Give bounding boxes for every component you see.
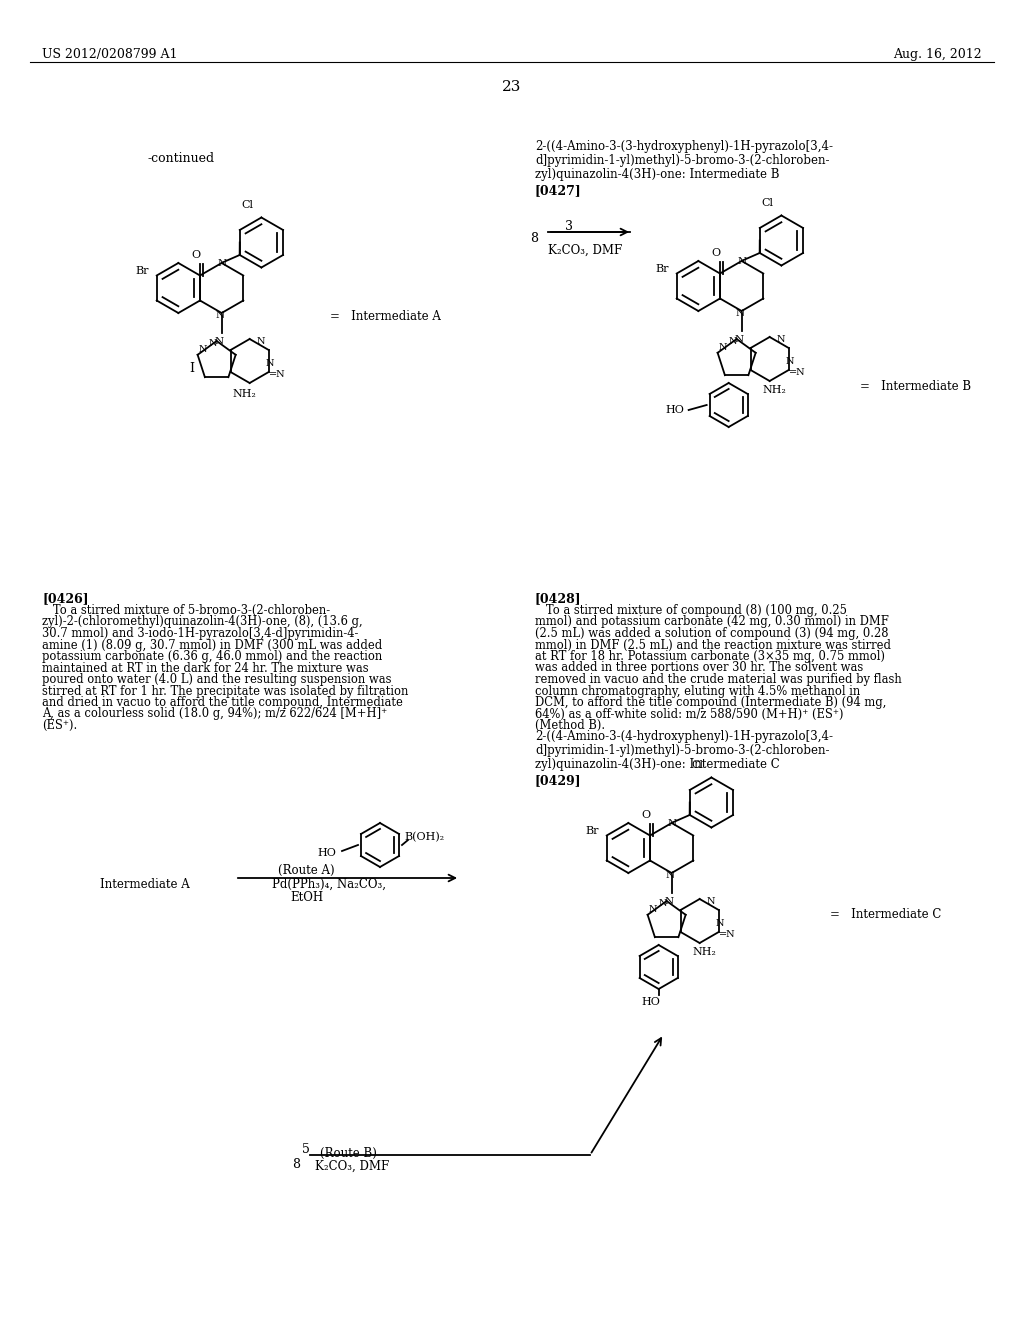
Text: Aug. 16, 2012: Aug. 16, 2012 [893, 48, 982, 61]
Text: was added in three portions over 30 hr. The solvent was: was added in three portions over 30 hr. … [535, 661, 863, 675]
Text: maintained at RT in the dark for 24 hr. The mixture was: maintained at RT in the dark for 24 hr. … [42, 661, 369, 675]
Text: N: N [648, 904, 657, 913]
Text: O: O [641, 810, 650, 821]
Text: 3: 3 [565, 220, 573, 234]
Text: To a stirred mixture of compound (8) (100 mg, 0.25: To a stirred mixture of compound (8) (10… [535, 605, 847, 616]
Text: d]pyrimidin-1-yl)methyl)-5-bromo-3-(2-chloroben-: d]pyrimidin-1-yl)methyl)-5-bromo-3-(2-ch… [535, 744, 829, 756]
Text: [0429]: [0429] [535, 774, 582, 787]
Text: DCM, to afford the title compound (Intermediate B) (94 mg,: DCM, to afford the title compound (Inter… [535, 696, 887, 709]
Text: (Route B): (Route B) [319, 1147, 377, 1160]
Text: (2.5 mL) was added a solution of compound (3) (94 mg, 0.28: (2.5 mL) was added a solution of compoun… [535, 627, 889, 640]
Text: d]pyrimidin-1-yl)methyl)-5-bromo-3-(2-chloroben-: d]pyrimidin-1-yl)methyl)-5-bromo-3-(2-ch… [535, 154, 829, 168]
Text: 5: 5 [302, 1143, 310, 1156]
Text: NH₂: NH₂ [692, 946, 717, 957]
Text: Br: Br [135, 267, 148, 276]
Text: zyl)quinazolin-4(3H)-one: Intermediate C: zyl)quinazolin-4(3H)-one: Intermediate C [535, 758, 779, 771]
Text: column chromatography, eluting with 4.5% methanol in: column chromatography, eluting with 4.5%… [535, 685, 860, 697]
Text: =N: =N [790, 368, 806, 376]
Text: NH₂: NH₂ [763, 385, 786, 395]
Text: (ES⁺).: (ES⁺). [42, 719, 77, 733]
Text: =   Intermediate C: = Intermediate C [830, 908, 941, 921]
Text: I: I [189, 363, 195, 375]
Text: N: N [735, 309, 744, 318]
Text: Cl: Cl [242, 201, 254, 210]
Text: =   Intermediate A: = Intermediate A [330, 310, 441, 323]
Text: 64%) as a off-white solid: m/z 588/590 (M+H)⁺ (ES⁺): 64%) as a off-white solid: m/z 588/590 (… [535, 708, 844, 721]
Text: mmol) in DMF (2.5 mL) and the reaction mixture was stirred: mmol) in DMF (2.5 mL) and the reaction m… [535, 639, 891, 652]
Text: N: N [737, 256, 746, 265]
Text: zyl)quinazolin-4(3H)-one: Intermediate B: zyl)quinazolin-4(3H)-one: Intermediate B [535, 168, 779, 181]
Text: N: N [785, 356, 794, 366]
Text: stirred at RT for 1 hr. The precipitate was isolated by filtration: stirred at RT for 1 hr. The precipitate … [42, 685, 409, 697]
Text: K₂CO₃, DMF: K₂CO₃, DMF [315, 1160, 389, 1173]
Text: N: N [728, 337, 737, 346]
Text: HO: HO [641, 997, 660, 1007]
Text: B(OH)₂: B(OH)₂ [404, 832, 444, 842]
Text: O: O [712, 248, 721, 259]
Text: N: N [734, 335, 743, 345]
Text: and dried in vacuo to afford the title compound, Intermediate: and dried in vacuo to afford the title c… [42, 696, 402, 709]
Text: Br: Br [585, 826, 599, 837]
Text: N: N [256, 337, 265, 346]
Text: Pd(PPh₃)₄, Na₂CO₃,: Pd(PPh₃)₄, Na₂CO₃, [272, 878, 386, 891]
Text: 8: 8 [292, 1158, 300, 1171]
Text: 23: 23 [503, 81, 521, 94]
Text: [0428]: [0428] [535, 591, 582, 605]
Text: -continued: -continued [148, 152, 215, 165]
Text: N: N [715, 919, 724, 928]
Text: US 2012/0208799 A1: US 2012/0208799 A1 [42, 48, 177, 61]
Text: N: N [217, 259, 226, 268]
Text: Cl: Cl [691, 760, 703, 771]
Text: Intermediate A: Intermediate A [100, 878, 189, 891]
Text: N: N [658, 899, 667, 908]
Text: removed in vacuo and the crude material was purified by flash: removed in vacuo and the crude material … [535, 673, 902, 686]
Text: O: O [191, 251, 201, 260]
Text: =   Intermediate B: = Intermediate B [860, 380, 971, 393]
Text: amine (1) (8.09 g, 30.7 mmol) in DMF (300 mL was added: amine (1) (8.09 g, 30.7 mmol) in DMF (30… [42, 639, 382, 652]
Text: [0426]: [0426] [42, 591, 89, 605]
Text: potassium carbonate (6.36 g, 46.0 mmol) and the reaction: potassium carbonate (6.36 g, 46.0 mmol) … [42, 649, 382, 663]
Text: zyl)-2-(chloromethyl)quinazolin-4(3H)-one, (8), (13.6 g,: zyl)-2-(chloromethyl)quinazolin-4(3H)-on… [42, 615, 362, 628]
Text: poured onto water (4.0 L) and the resulting suspension was: poured onto water (4.0 L) and the result… [42, 673, 391, 686]
Text: A, as a colourless solid (18.0 g, 94%); m/z 622/624 [M+H]⁺: A, as a colourless solid (18.0 g, 94%); … [42, 708, 387, 721]
Text: N: N [776, 335, 785, 343]
Text: HO: HO [317, 847, 336, 858]
Text: mmol) and potassium carbonate (42 mg, 0.30 mmol) in DMF: mmol) and potassium carbonate (42 mg, 0.… [535, 615, 889, 628]
Text: N: N [214, 337, 223, 346]
Text: N: N [215, 310, 224, 319]
Text: 2-((4-Amino-3-(3-hydroxyphenyl)-1H-pyrazolo[3,4-: 2-((4-Amino-3-(3-hydroxyphenyl)-1H-pyraz… [535, 140, 833, 153]
Text: HO: HO [666, 405, 685, 414]
Text: N: N [665, 898, 673, 906]
Text: (Route A): (Route A) [278, 865, 335, 876]
Text: N: N [719, 342, 727, 351]
Text: 30.7 mmol) and 3-iodo-1H-pyrazolo[3,4-d]pyrimidin-4-: 30.7 mmol) and 3-iodo-1H-pyrazolo[3,4-d]… [42, 627, 358, 640]
Text: 8: 8 [530, 232, 538, 246]
Text: =N: =N [269, 370, 286, 379]
Text: N: N [666, 870, 674, 879]
Text: Cl: Cl [762, 198, 773, 209]
Text: N: N [209, 338, 217, 347]
Text: [0427]: [0427] [535, 183, 582, 197]
Text: To a stirred mixture of 5-bromo-3-(2-chloroben-: To a stirred mixture of 5-bromo-3-(2-chl… [42, 605, 330, 616]
Text: K₂CO₃, DMF: K₂CO₃, DMF [548, 244, 623, 257]
Text: at RT for 18 hr. Potassium carbonate (3×35 mg, 0.75 mmol): at RT for 18 hr. Potassium carbonate (3×… [535, 649, 885, 663]
Text: 2-((4-Amino-3-(4-hydroxyphenyl)-1H-pyrazolo[3,4-: 2-((4-Amino-3-(4-hydroxyphenyl)-1H-pyraz… [535, 730, 833, 743]
Text: N: N [199, 345, 207, 354]
Text: EtOH: EtOH [290, 891, 324, 904]
Text: N: N [667, 818, 676, 828]
Text: =N: =N [720, 929, 736, 939]
Text: NH₂: NH₂ [232, 389, 257, 399]
Text: N: N [265, 359, 273, 368]
Text: N: N [707, 896, 715, 906]
Text: (Method B).: (Method B). [535, 719, 605, 733]
Text: Br: Br [655, 264, 669, 275]
